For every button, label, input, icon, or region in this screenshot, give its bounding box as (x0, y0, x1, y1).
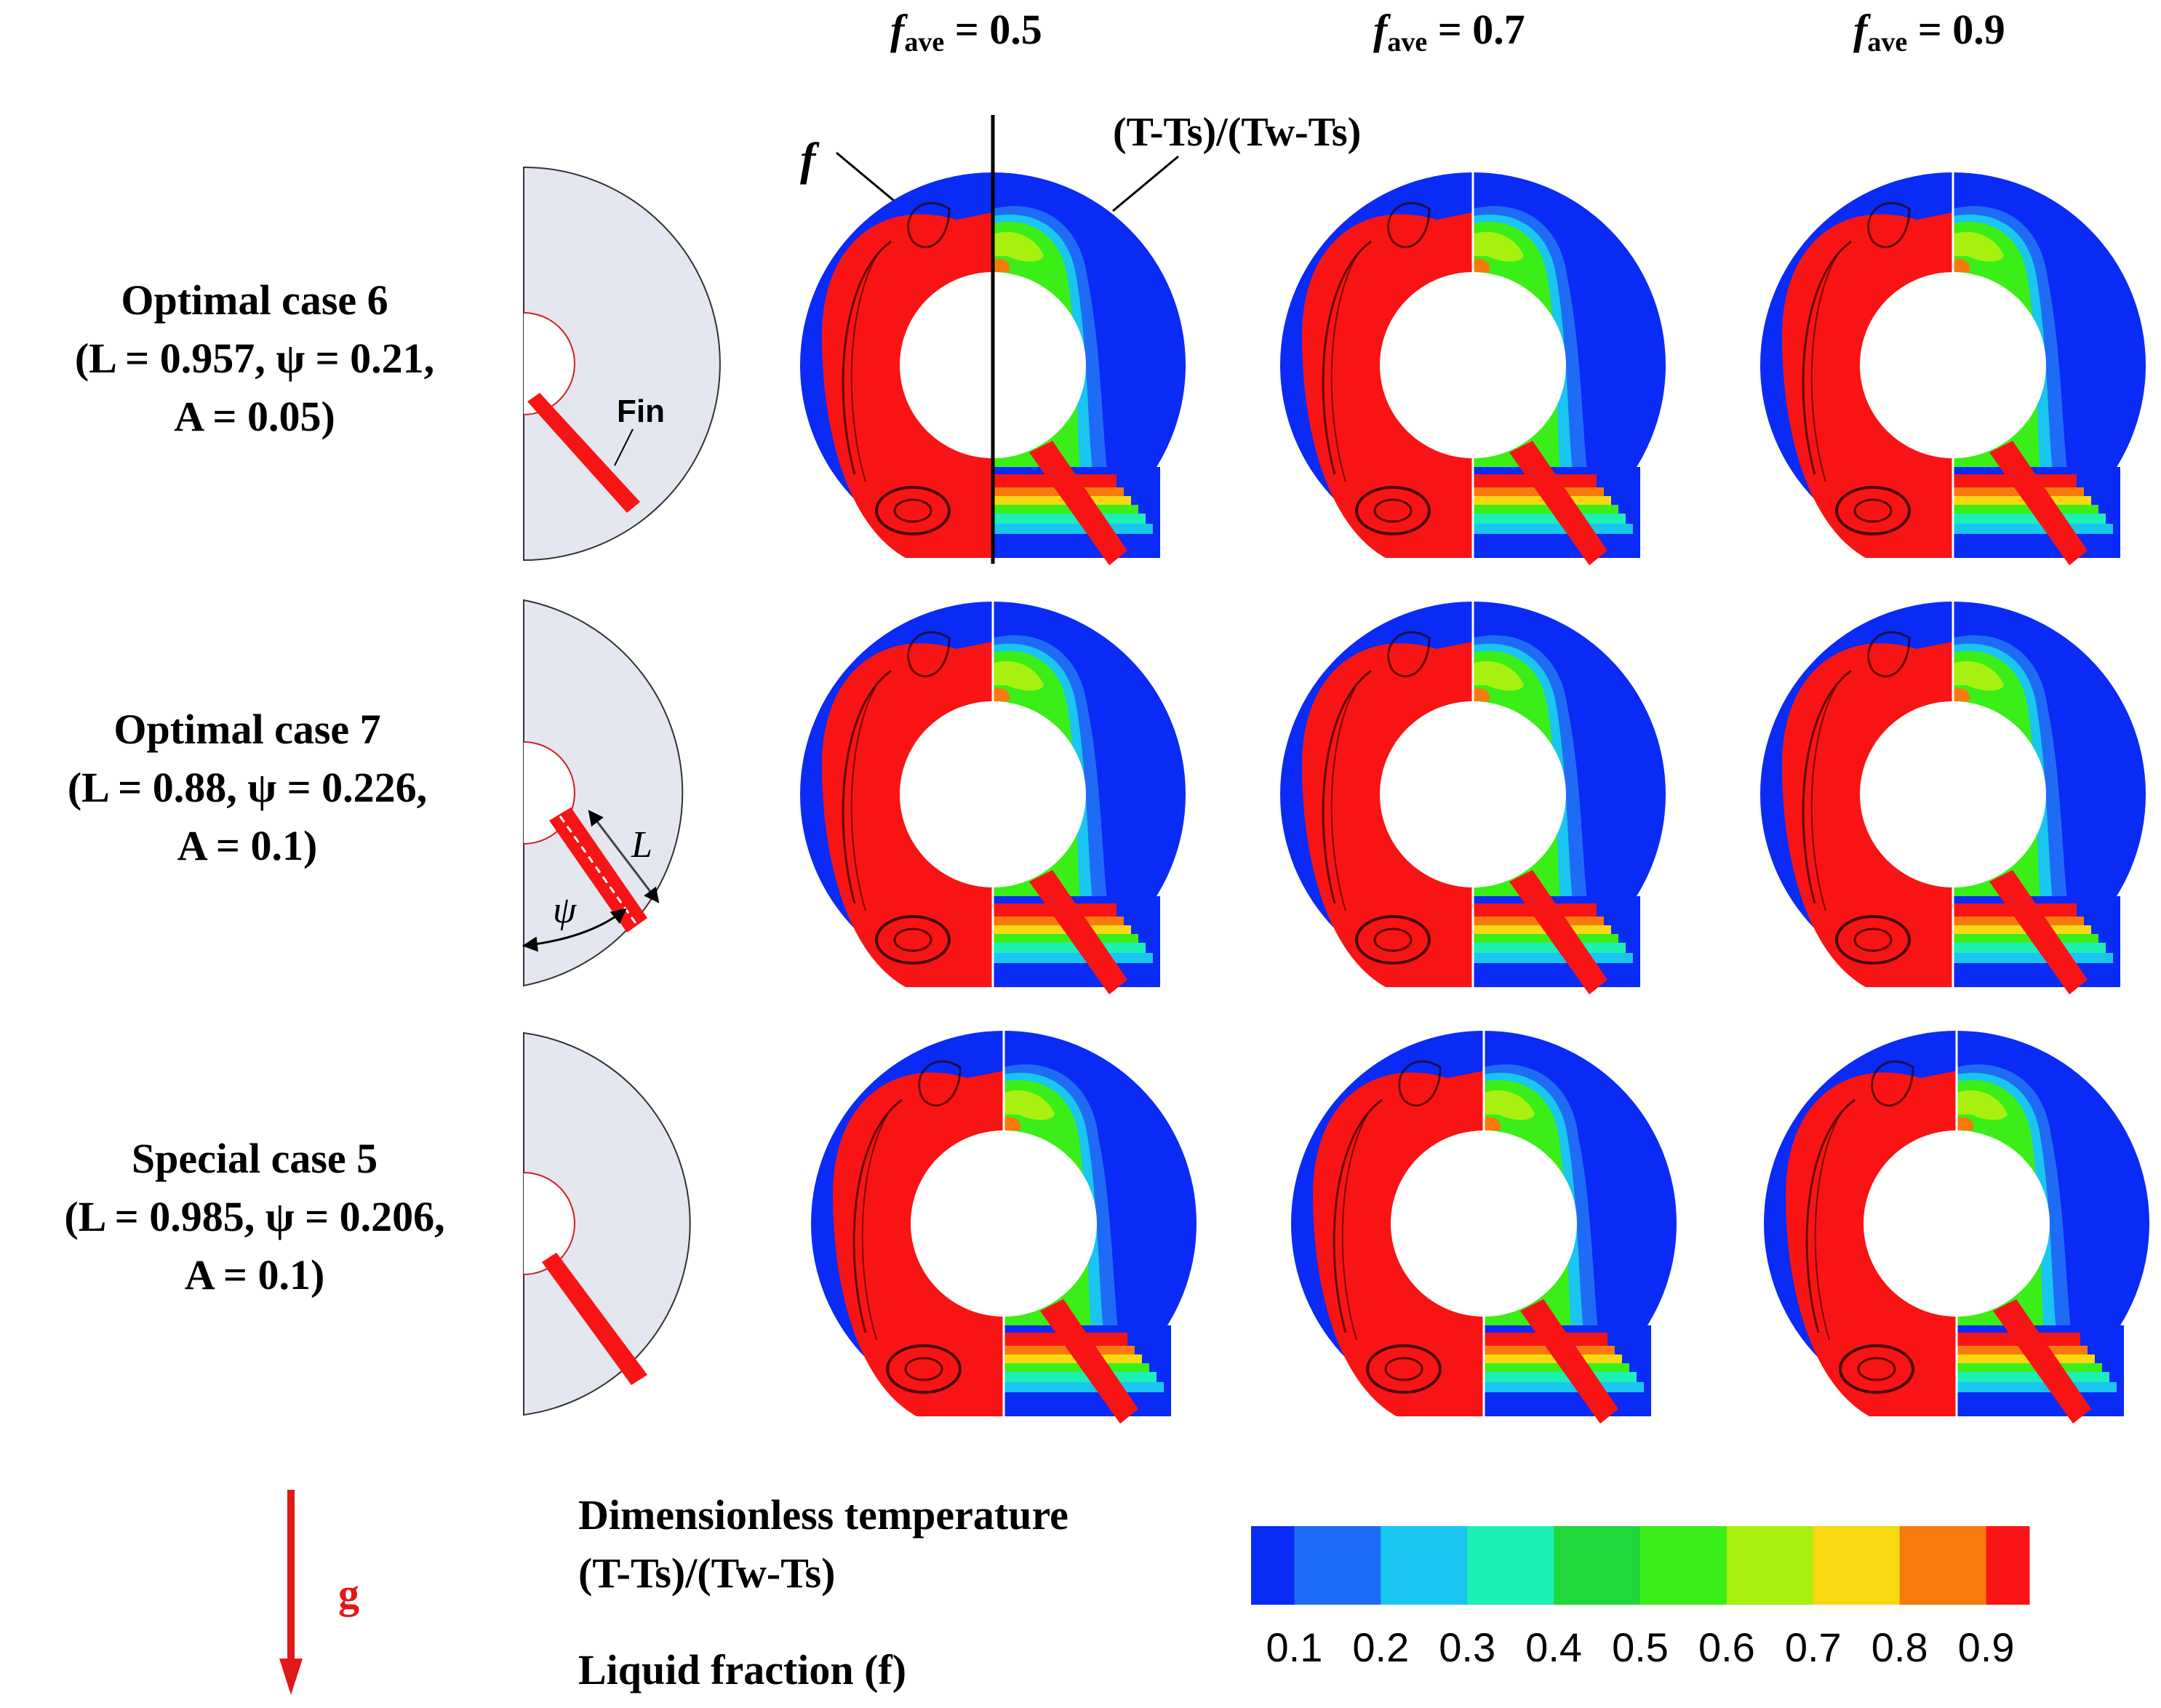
colorbar-tick-label: 0.7 (1785, 1624, 1842, 1670)
contour-r3-c3 (1764, 1031, 2149, 1424)
colorbar-tick-label: 0.2 (1352, 1624, 1409, 1670)
colorbar: 0.1 0.2 0.3 0.4 0.5 0.6 0.7 0.8 0.9 (1251, 1526, 2030, 1670)
colorbar-tick-label: 0.8 (1872, 1624, 1928, 1670)
contour-r2-c2 (1280, 602, 1666, 994)
fin-shape (527, 393, 640, 513)
legend-title: Dimensionless temperature (578, 1491, 1068, 1539)
colorbar-segment (1294, 1526, 1381, 1605)
schematic-row-1: Fin (523, 166, 721, 562)
colorbar-segment (1813, 1526, 1901, 1605)
colorbar-tick-label: 0.1 (1266, 1624, 1323, 1670)
colorbar-segment (1640, 1526, 1727, 1605)
row-label-1-name: Optimal case 6 (121, 276, 388, 324)
contour-r2-c1 (800, 602, 1186, 994)
contour-r2-c3 (1760, 602, 2146, 994)
column-header-1: fave = 0.5 (890, 6, 1042, 57)
colorbar-segment (1986, 1526, 2030, 1605)
colorbar-segment (1381, 1526, 1468, 1605)
angle-arc (522, 908, 627, 952)
colorbar-tick-label: 0.5 (1612, 1624, 1669, 1670)
schematic-row-3 (523, 1031, 691, 1416)
schematic-row-2: L ψ (522, 599, 684, 987)
row-label-2-params1: (L = 0.88, ψ = 0.226, (68, 764, 427, 811)
row-label-3-params1: (L = 0.985, ψ = 0.206, (64, 1193, 444, 1240)
fin-label: Fin (617, 394, 665, 429)
row-label-2-params2: A = 0.1) (177, 822, 318, 869)
row-label-2-name: Optimal case 7 (113, 706, 380, 753)
f-leader-line (836, 151, 903, 209)
legend-liquid-fraction: Liquid fraction (f) (578, 1646, 906, 1693)
colorbar-tick-label: 0.4 (1525, 1624, 1582, 1670)
temperature-expression: (T-Ts)/(Tw-Ts) (1113, 110, 1361, 155)
colorbar-segment (1899, 1526, 1987, 1605)
legend-subtitle: (T-Ts)/(Tw-Ts) (578, 1549, 836, 1597)
colorbar-tick-label: 0.6 (1698, 1624, 1755, 1670)
colorbar-segment (1554, 1526, 1641, 1605)
row-label-1-params1: (L = 0.957, ψ = 0.21, (75, 335, 434, 382)
colorbar-segment (1251, 1526, 1295, 1605)
length-label: L (631, 824, 652, 866)
colorbar-tick-label: 0.3 (1439, 1624, 1495, 1670)
temp-leader-line (1112, 155, 1179, 212)
gravity-label: g (338, 1570, 359, 1617)
contour-r3-c2 (1291, 1031, 1677, 1424)
gravity-indicator: g (279, 1490, 359, 1695)
row-label-3-name: Special case 5 (132, 1135, 378, 1182)
f-annotation-label: f (800, 133, 820, 185)
colorbar-segment (1726, 1526, 1814, 1605)
colorbar-segment (1467, 1526, 1554, 1605)
row-label-1-params2: A = 0.05) (174, 393, 335, 440)
length-dimension-arrow (588, 810, 660, 903)
psi-label: ψ (553, 890, 578, 931)
row-label-3-params2: A = 0.1) (185, 1251, 325, 1298)
contour-r1-c3 (1760, 172, 2146, 565)
fin-shape (542, 1253, 647, 1385)
column-header-3: fave = 0.9 (1853, 6, 2005, 57)
colorbar-tick-label: 0.9 (1958, 1624, 2015, 1670)
contour-r1-c2 (1280, 172, 1666, 565)
column-header-2: fave = 0.7 (1373, 6, 1525, 57)
contour-r3-c1 (811, 1031, 1197, 1424)
